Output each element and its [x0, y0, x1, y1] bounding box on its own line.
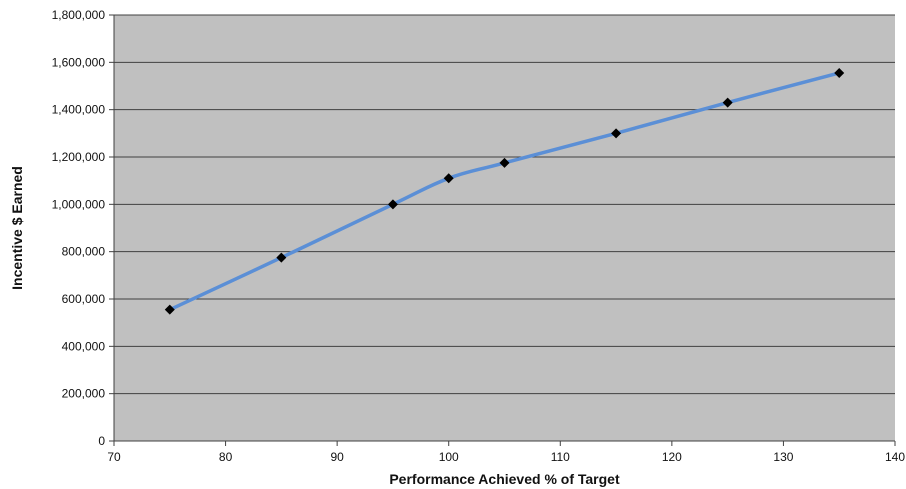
data-point-marker — [611, 128, 622, 139]
y-tick-label: 0 — [98, 434, 105, 448]
y-tick-label: 1,400,000 — [52, 103, 106, 117]
x-tick-label: 90 — [330, 450, 344, 464]
x-tick-label: 100 — [439, 450, 459, 464]
y-tick-label: 800,000 — [62, 245, 106, 259]
y-tick-label: 200,000 — [62, 387, 106, 401]
data-point-marker — [276, 252, 287, 263]
series-group — [164, 67, 845, 315]
data-point-marker — [443, 173, 454, 184]
data-point-marker — [164, 304, 175, 315]
y-tick-label: 1,000,000 — [52, 197, 106, 211]
gridlines — [114, 14, 895, 395]
y-axis-title: Incentive $ Earned — [9, 166, 25, 290]
y-tick-label: 1,600,000 — [52, 55, 106, 69]
x-tick-label: 130 — [773, 450, 793, 464]
x-tick-label: 120 — [662, 450, 682, 464]
x-tick-label: 80 — [219, 450, 233, 464]
data-point-marker — [387, 199, 398, 210]
y-axis-ticks: 0 200,000 400,000 600,000 800,000 1,000,000 1,… — [52, 8, 114, 448]
x-tick-label: 140 — [885, 450, 905, 464]
data-point-marker — [722, 97, 733, 108]
y-tick-label: 1,200,000 — [52, 150, 106, 164]
plot-area — [114, 15, 895, 441]
data-point-marker — [499, 157, 510, 168]
x-tick-label: 110 — [551, 450, 570, 464]
x-tick-label: 70 — [107, 450, 121, 464]
y-tick-label: 400,000 — [62, 339, 106, 353]
y-tick-label: 600,000 — [62, 292, 106, 306]
x-axis-title: Performance Achieved % of Target — [389, 471, 620, 487]
x-axis-ticks: 70 80 90 100 110 120 130 140 — [107, 441, 905, 464]
axes — [113, 15, 895, 442]
data-point-marker — [834, 67, 845, 78]
y-tick-label: 1,800,000 — [52, 8, 106, 22]
